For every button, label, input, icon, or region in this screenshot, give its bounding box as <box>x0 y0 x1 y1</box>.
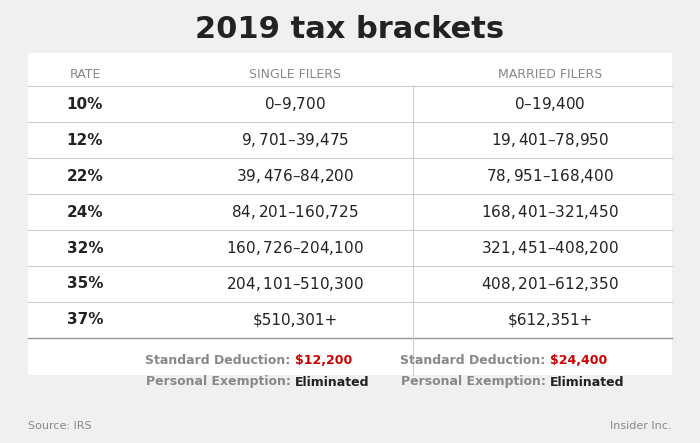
Text: $84,201 – $160,725: $84,201 – $160,725 <box>231 203 359 221</box>
Text: $19,401 – $78,950: $19,401 – $78,950 <box>491 131 609 149</box>
Text: $9,701 – $39,475: $9,701 – $39,475 <box>241 131 349 149</box>
Text: Insider Inc.: Insider Inc. <box>610 421 672 431</box>
Text: 37%: 37% <box>66 312 104 327</box>
Text: 2019 tax brackets: 2019 tax brackets <box>195 15 505 44</box>
Text: $204,101 – $510,300: $204,101 – $510,300 <box>226 275 364 293</box>
Text: Source: IRS: Source: IRS <box>28 421 92 431</box>
Text: Personal Exemption:: Personal Exemption: <box>400 376 550 389</box>
Text: $0 – $9,700: $0 – $9,700 <box>264 95 326 113</box>
Text: 32%: 32% <box>66 241 104 256</box>
Text: SINGLE FILERS: SINGLE FILERS <box>249 67 341 81</box>
Text: 24%: 24% <box>66 205 104 219</box>
Text: $408,201 – $612,350: $408,201 – $612,350 <box>481 275 619 293</box>
Text: 22%: 22% <box>66 168 104 183</box>
Text: Eliminated: Eliminated <box>295 376 370 389</box>
Text: $168,401 – $321,450: $168,401 – $321,450 <box>481 203 619 221</box>
Text: 35%: 35% <box>66 276 104 291</box>
Text: Personal Exemption:: Personal Exemption: <box>146 376 295 389</box>
Text: $160,726 – $204,100: $160,726 – $204,100 <box>226 239 364 257</box>
Text: MARRIED FILERS: MARRIED FILERS <box>498 67 602 81</box>
Text: RATE: RATE <box>69 67 101 81</box>
Text: $612,351+: $612,351+ <box>508 312 593 327</box>
Text: $321,451 – $408,200: $321,451 – $408,200 <box>481 239 619 257</box>
Text: $12,200: $12,200 <box>295 354 352 366</box>
Text: Standard Deduction:: Standard Deduction: <box>400 354 550 366</box>
Text: Eliminated: Eliminated <box>550 376 624 389</box>
Text: 12%: 12% <box>66 132 104 148</box>
Text: $78,951 – $168,400: $78,951 – $168,400 <box>486 167 614 185</box>
Text: 10%: 10% <box>66 97 103 112</box>
Text: $510,301+: $510,301+ <box>253 312 337 327</box>
Text: $0 – $19,400: $0 – $19,400 <box>514 95 586 113</box>
Text: $24,400: $24,400 <box>550 354 608 366</box>
Text: Standard Deduction:: Standard Deduction: <box>146 354 295 366</box>
FancyBboxPatch shape <box>28 53 672 375</box>
Text: $39,476 – $84,200: $39,476 – $84,200 <box>236 167 354 185</box>
